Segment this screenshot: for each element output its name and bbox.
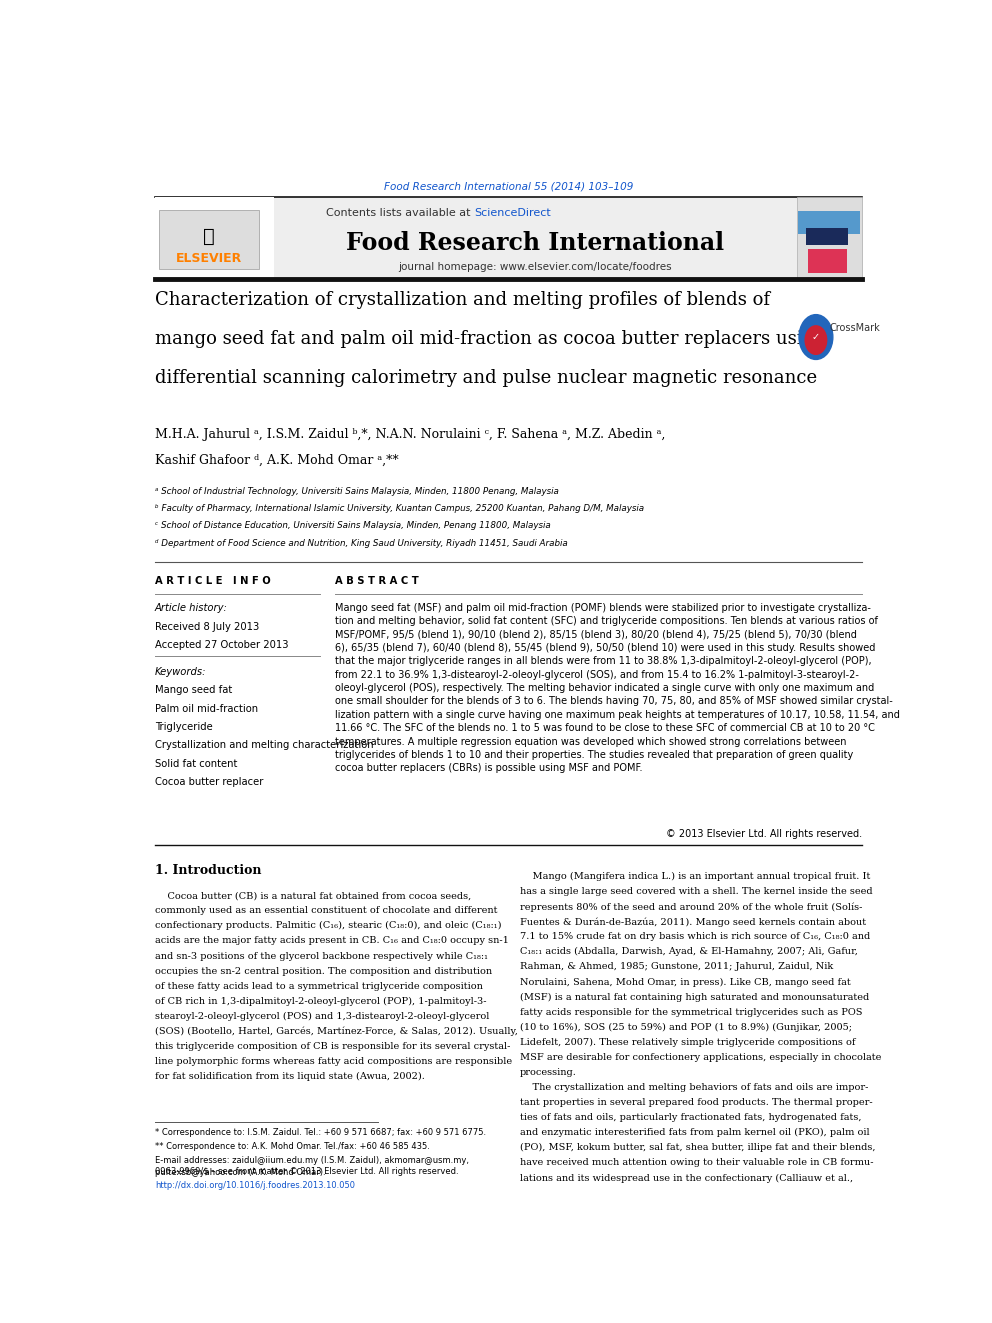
Circle shape [799,315,833,360]
Text: A B S T R A C T: A B S T R A C T [335,577,420,586]
Text: Article history:: Article history: [155,603,227,613]
Text: (PO), MSF, kokum butter, sal fat, shea butter, illipe fat and their blends,: (PO), MSF, kokum butter, sal fat, shea b… [520,1143,875,1152]
Text: Fuentes & Durán-de-Bazúa, 2011). Mango seed kernels contain about: Fuentes & Durán-de-Bazúa, 2011). Mango s… [520,917,866,926]
Text: and enzymatic interesterified fats from palm kernel oil (PKO), palm oil: and enzymatic interesterified fats from … [520,1129,870,1138]
Text: Crystallization and melting characterization: Crystallization and melting characteriza… [155,741,373,750]
Text: MSF are desirable for confectionery applications, especially in chocolate: MSF are desirable for confectionery appl… [520,1053,881,1062]
Text: Solid fat content: Solid fat content [155,759,237,769]
Text: (MSF) is a natural fat containing high saturated and monounsaturated: (MSF) is a natural fat containing high s… [520,992,869,1002]
Text: this triglyceride composition of CB is responsible for its several crystal-: this triglyceride composition of CB is r… [155,1043,510,1050]
Text: ᶜ School of Distance Education, Universiti Sains Malaysia, Minden, Penang 11800,: ᶜ School of Distance Education, Universi… [155,521,551,531]
Text: ᵈ Department of Food Science and Nutrition, King Saud University, Riyadh 11451, : ᵈ Department of Food Science and Nutriti… [155,538,567,548]
Text: © 2013 Elsevier Ltd. All rights reserved.: © 2013 Elsevier Ltd. All rights reserved… [666,830,862,839]
Text: CrossMark: CrossMark [829,323,881,333]
Text: Keywords:: Keywords: [155,667,206,677]
FancyBboxPatch shape [155,197,274,279]
Text: of CB rich in 1,3-dipalmitoyl-2-oleoyl-glycerol (POP), 1-palmitoyl-3-: of CB rich in 1,3-dipalmitoyl-2-oleoyl-g… [155,996,486,1005]
Text: E-mail addresses: zaidul@iium.edu.my (I.S.M. Zaidul), akmomar@usm.my,: E-mail addresses: zaidul@iium.edu.my (I.… [155,1156,469,1166]
Text: lations and its widespread use in the confectionary (Calliauw et al.,: lations and its widespread use in the co… [520,1174,853,1183]
Text: Norulaini, Sahena, Mohd Omar, in press). Like CB, mango seed fat: Norulaini, Sahena, Mohd Omar, in press).… [520,978,851,987]
Text: occupies the sn-2 central position. The composition and distribution: occupies the sn-2 central position. The … [155,967,492,975]
Text: Received 8 July 2013: Received 8 July 2013 [155,622,259,632]
Text: M.H.A. Jahurul ᵃ, I.S.M. Zaidul ᵇ,*, N.A.N. Norulaini ᶜ, F. Sahena ᵃ, M.Z. Abedi: M.H.A. Jahurul ᵃ, I.S.M. Zaidul ᵇ,*, N.A… [155,427,665,441]
Text: ᵃ School of Industrial Technology, Universiti Sains Malaysia, Minden, 11800 Pena: ᵃ School of Industrial Technology, Unive… [155,487,558,496]
Text: has a single large seed covered with a shell. The kernel inside the seed: has a single large seed covered with a s… [520,886,873,896]
FancyBboxPatch shape [806,229,848,245]
Text: and sn-3 positions of the glycerol backbone respectively while C₁₈:₁: and sn-3 positions of the glycerol backb… [155,951,488,960]
Text: tant properties in several prepared food products. The thermal proper-: tant properties in several prepared food… [520,1098,873,1107]
Text: acids are the major fatty acids present in CB. C₁₆ and C₁₈:0 occupy sn-1: acids are the major fatty acids present … [155,937,509,946]
Text: The crystallization and melting behaviors of fats and oils are impor-: The crystallization and melting behavior… [520,1084,868,1091]
Text: Mango seed fat (MSF) and palm oil mid-fraction (POMF) blends were stabilized pri: Mango seed fat (MSF) and palm oil mid-fr… [335,603,901,773]
Text: 1. Introduction: 1. Introduction [155,864,261,877]
Text: Mango seed fat: Mango seed fat [155,685,232,696]
Text: Cocoa butter replacer: Cocoa butter replacer [155,777,263,787]
Text: ELSEVIER: ELSEVIER [176,251,242,265]
Text: C₁₈:₁ acids (Abdalla, Darwish, Ayad, & El-Hamahny, 2007; Ali, Gafur,: C₁₈:₁ acids (Abdalla, Darwish, Ayad, & E… [520,947,858,957]
Text: 0963-9969/$ – see front matter © 2013 Elsevier Ltd. All rights reserved.: 0963-9969/$ – see front matter © 2013 El… [155,1167,458,1176]
Text: fatty acids responsible for the symmetrical triglycerides such as POS: fatty acids responsible for the symmetri… [520,1008,862,1016]
Text: 🌿: 🌿 [202,226,214,246]
FancyBboxPatch shape [808,249,847,274]
Text: pultexsb@yahoo.com (A.K. Mohd Omar).: pultexsb@yahoo.com (A.K. Mohd Omar). [155,1168,325,1177]
FancyBboxPatch shape [159,209,259,269]
Text: ties of fats and oils, particularly fractionated fats, hydrogenated fats,: ties of fats and oils, particularly frac… [520,1113,861,1122]
Text: (SOS) (Bootello, Hartel, Garcés, Martínez-Force, & Salas, 2012). Usually,: (SOS) (Bootello, Hartel, Garcés, Martíne… [155,1027,518,1036]
Text: processing.: processing. [520,1068,576,1077]
Text: represents 80% of the seed and around 20% of the whole fruit (Solís-: represents 80% of the seed and around 20… [520,902,862,912]
Text: Accepted 27 October 2013: Accepted 27 October 2013 [155,639,289,650]
Text: of these fatty acids lead to a symmetrical triglyceride composition: of these fatty acids lead to a symmetric… [155,982,483,991]
Text: for fat solidification from its liquid state (Awua, 2002).: for fat solidification from its liquid s… [155,1072,425,1081]
Text: Mango (Mangifera indica L.) is an important annual tropical fruit. It: Mango (Mangifera indica L.) is an import… [520,872,870,881]
Text: 7.1 to 15% crude fat on dry basis which is rich source of C₁₆, C₁₈:0 and: 7.1 to 15% crude fat on dry basis which … [520,933,870,941]
Text: journal homepage: www.elsevier.com/locate/foodres: journal homepage: www.elsevier.com/locat… [399,262,673,271]
Text: Kashif Ghafoor ᵈ, A.K. Mohd Omar ᵃ,**: Kashif Ghafoor ᵈ, A.K. Mohd Omar ᵃ,** [155,454,399,467]
Text: have received much attention owing to their valuable role in CB formu-: have received much attention owing to th… [520,1159,873,1167]
Text: line polymorphic forms whereas fatty acid compositions are responsible: line polymorphic forms whereas fatty aci… [155,1057,512,1066]
Text: ScienceDirect: ScienceDirect [474,208,551,218]
Text: Rahman, & Ahmed, 1985; Gunstone, 2011; Jahurul, Zaidul, Nik: Rahman, & Ahmed, 1985; Gunstone, 2011; J… [520,962,833,971]
Text: (10 to 16%), SOS (25 to 59%) and POP (1 to 8.9%) (Gunjikar, 2005;: (10 to 16%), SOS (25 to 59%) and POP (1 … [520,1023,852,1032]
Text: Triglyceride: Triglyceride [155,722,212,732]
Text: ᵇ Faculty of Pharmacy, International Islamic University, Kuantan Campus, 25200 K: ᵇ Faculty of Pharmacy, International Isl… [155,504,644,513]
Text: ** Correspondence to: A.K. Mohd Omar. Tel./fax: +60 46 585 435.: ** Correspondence to: A.K. Mohd Omar. Te… [155,1142,430,1151]
Text: mango seed fat and palm oil mid-fraction as cocoa butter replacers using: mango seed fat and palm oil mid-fraction… [155,329,825,348]
FancyBboxPatch shape [274,197,797,279]
Text: Characterization of crystallization and melting profiles of blends of: Characterization of crystallization and … [155,291,770,310]
Text: ✓: ✓ [811,332,820,343]
Text: Food Research International: Food Research International [346,232,724,255]
Text: commonly used as an essential constituent of chocolate and different: commonly used as an essential constituen… [155,906,497,916]
Circle shape [806,325,826,355]
Text: Cocoa butter (CB) is a natural fat obtained from cocoa seeds,: Cocoa butter (CB) is a natural fat obtai… [155,892,471,900]
Text: confectionary products. Palmitic (C₁₆), stearic (C₁₈:0), and oleic (C₁₈:₁): confectionary products. Palmitic (C₁₆), … [155,921,501,930]
Text: stearoyl-2-oleoyl-glycerol (POS) and 1,3-distearoyl-2-oleoyl-glycerol: stearoyl-2-oleoyl-glycerol (POS) and 1,3… [155,1012,489,1021]
Text: Contents lists available at: Contents lists available at [325,208,474,218]
Text: Lidefelt, 2007). These relatively simple triglyceride compositions of: Lidefelt, 2007). These relatively simple… [520,1037,855,1046]
Text: Food Research International 55 (2014) 103–109: Food Research International 55 (2014) 10… [384,181,633,191]
Text: A R T I C L E   I N F O: A R T I C L E I N F O [155,577,271,586]
FancyBboxPatch shape [799,212,860,234]
Text: http://dx.doi.org/10.1016/j.foodres.2013.10.050: http://dx.doi.org/10.1016/j.foodres.2013… [155,1180,355,1189]
Text: * Correspondence to: I.S.M. Zaidul. Tel.: +60 9 571 6687; fax: +60 9 571 6775.: * Correspondence to: I.S.M. Zaidul. Tel.… [155,1127,486,1136]
Text: differential scanning calorimetry and pulse nuclear magnetic resonance: differential scanning calorimetry and pu… [155,369,816,386]
Text: Palm oil mid-fraction: Palm oil mid-fraction [155,704,258,714]
FancyBboxPatch shape [797,197,862,279]
